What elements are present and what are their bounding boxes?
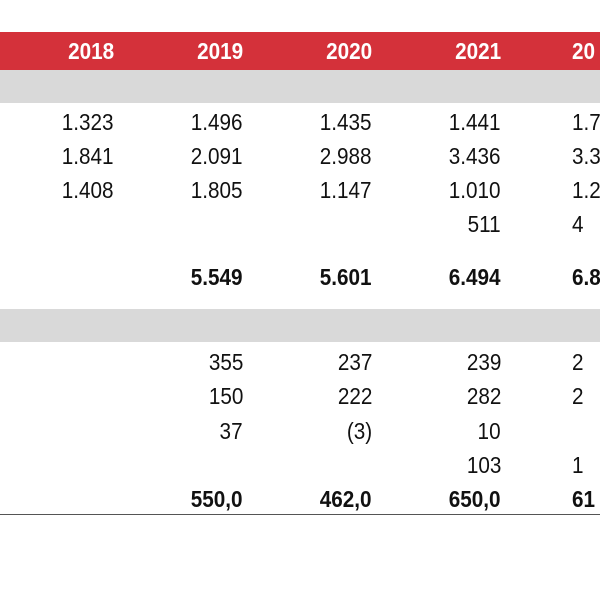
year-header-2022-partial: 20 [572, 38, 596, 64]
table-cell: 1.2 [572, 177, 600, 203]
table-cell: 511 [467, 211, 501, 237]
total-cell: 462,0 [320, 486, 372, 512]
table-cell: 355 [208, 349, 243, 375]
year-header-bar: 2018 2019 2020 2021 20 [0, 32, 600, 70]
table-cell: 239 [466, 349, 501, 375]
table-cell: 103 [466, 452, 501, 478]
bottom-rule [0, 514, 600, 515]
total-cell: 6.8 [572, 264, 600, 290]
table-cell: 4 [572, 211, 584, 237]
table-cell: 2 [572, 383, 584, 409]
table-cell: 150 [208, 383, 243, 409]
table-cell: 1.805 [191, 177, 243, 203]
section-1-band [0, 70, 600, 103]
year-header-2018: 2018 [67, 38, 114, 64]
table-cell: 2.988 [320, 143, 372, 169]
table-cell: 282 [466, 383, 501, 409]
year-header-2021: 2021 [454, 38, 501, 64]
table-cell: 1 [572, 452, 584, 478]
table-cell: 1.323 [62, 109, 114, 135]
total-cell: 6.494 [449, 264, 501, 290]
table-cell: 1.147 [320, 177, 372, 203]
year-header-2019: 2019 [196, 38, 243, 64]
total-cell: 650,0 [449, 486, 501, 512]
table-cell: 237 [337, 349, 372, 375]
total-cell: 5.601 [320, 264, 372, 290]
table-cell: 1.7 [572, 109, 600, 135]
table-cell: 10 [477, 418, 501, 444]
table-cell: 1.841 [62, 143, 114, 169]
section-2-band [0, 309, 600, 342]
total-cell: 5.549 [191, 264, 243, 290]
table-cell: 3.3 [572, 143, 600, 169]
total-cell: 61 [572, 486, 596, 512]
table-cell: 3.436 [449, 143, 501, 169]
table-cell: (3) [346, 418, 372, 444]
table-cell: 2.091 [191, 143, 243, 169]
table-cell: 1.010 [449, 177, 501, 203]
year-header-2020: 2020 [325, 38, 372, 64]
table-cell: 1.435 [320, 109, 372, 135]
total-cell: 550,0 [191, 486, 243, 512]
table-cell: 1.441 [449, 109, 501, 135]
table-cell: 2 [572, 349, 584, 375]
table-cell: 1.496 [191, 109, 243, 135]
table-cell: 1.408 [62, 177, 114, 203]
table-cell: 222 [337, 383, 372, 409]
table-cell: 37 [219, 418, 243, 444]
